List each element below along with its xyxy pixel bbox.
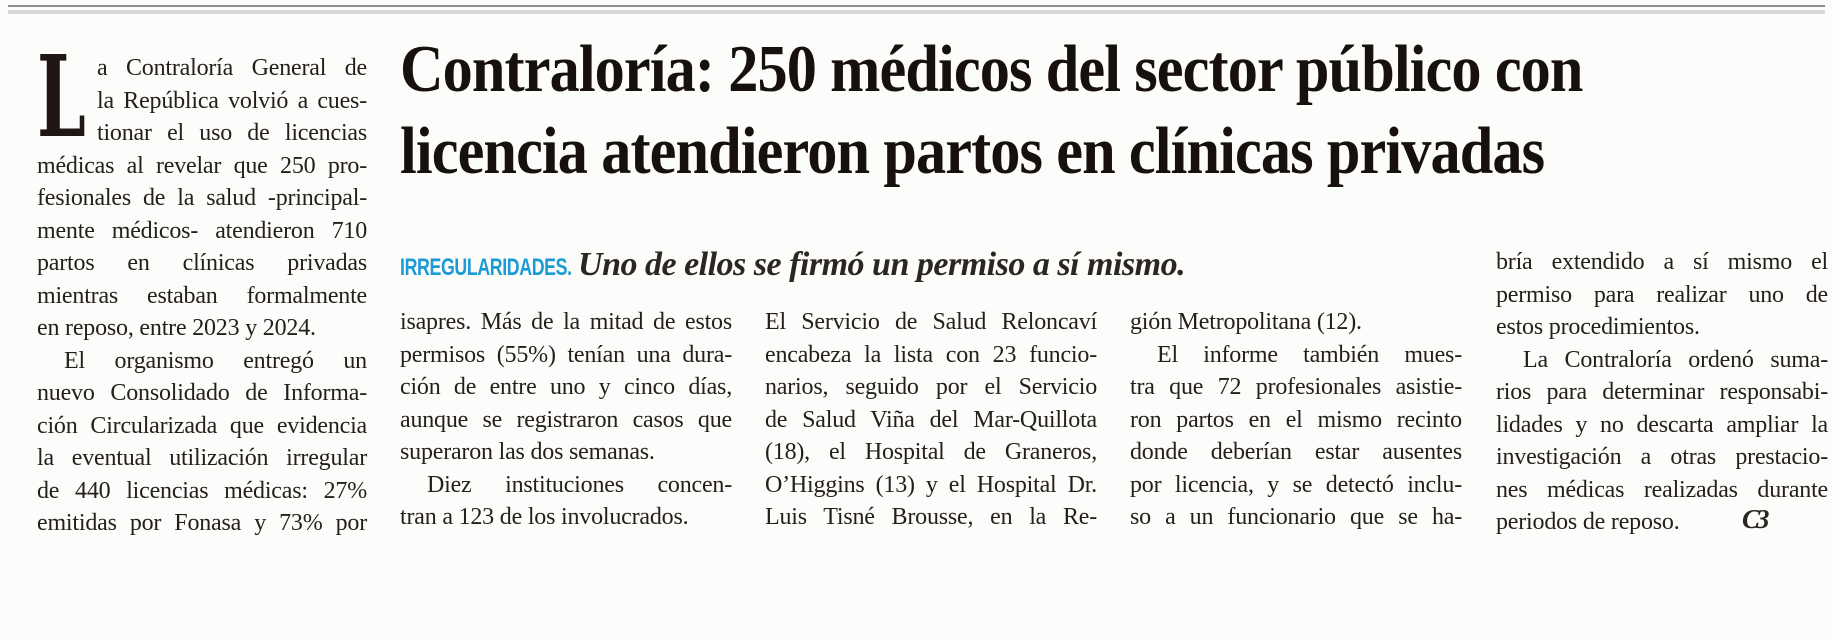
body-line: nuevo Consolidado de Informa-	[37, 380, 367, 406]
body-line: investigación a otras prestacio-	[1496, 444, 1828, 470]
body-line: ción Circularizada que evidencia	[37, 412, 367, 439]
body-line: bría extendido a sí mismo el	[1496, 249, 1828, 275]
body-line: so a un funcionario que se ha-	[1130, 504, 1462, 530]
body-line: mientras estaban formalmente	[37, 282, 367, 309]
body-line: periodos de reposo.	[1496, 509, 1680, 535]
top-rule	[8, 5, 1825, 10]
body-line: a Contraloría General de	[97, 55, 367, 81]
body-line: O’Higgins (13) y el Hospital Dr.	[765, 471, 1097, 498]
body-line: tionar el uso de licencias	[97, 120, 367, 146]
body-line: permisos (55%) tenían una dura-	[400, 341, 732, 368]
body-line: Diez instituciones concen-	[427, 471, 732, 498]
body-line: El Servicio de Salud Reloncaví	[765, 309, 1097, 335]
end-of-article-mark: C3	[1742, 504, 1769, 534]
body-line: (18), el Hospital de Graneros,	[765, 439, 1097, 465]
body-line: por licencia, y se detectó inclu-	[1130, 471, 1462, 498]
body-line: El organismo entregó un	[64, 347, 367, 374]
body-column-4: bría extendido a sí mismo el permiso para…	[1496, 246, 1828, 539]
body-line: fesionales de la salud -principal-	[37, 185, 367, 211]
kicker-label: IRREGULARIDADES.	[400, 254, 572, 281]
body-line: ción de entre uno y cinco días,	[400, 374, 732, 400]
body-line: ron partos en el mismo recinto	[1130, 406, 1462, 433]
body-line: en reposo, entre 2023 y 2024.	[37, 315, 316, 341]
body-line: gión Metropolitana (12).	[1130, 309, 1362, 335]
headline: Contraloría: 250 médicos del sector públ…	[400, 28, 1687, 192]
body-line: estos procedimientos.	[1496, 314, 1700, 340]
body-line: la República volvió a cues-	[97, 87, 367, 114]
body-line: tra que 72 profesionales asistie-	[1130, 374, 1462, 400]
body-line: de 440 licencias médicas: 27%	[37, 477, 367, 504]
body-column-1: isapres. Más de la mitad de estos permiso…	[400, 306, 732, 534]
body-line: superaron las dos semanas.	[400, 439, 655, 465]
body-line: tran a 123 de los involucrados.	[400, 504, 689, 530]
body-line: narios, seguido por el Servicio	[765, 374, 1097, 400]
drop-cap: L	[37, 32, 86, 163]
body-line: Luis Tisné Brousse, en la Re-	[765, 504, 1097, 530]
body-line: isapres. Más de la mitad de estos	[400, 309, 732, 335]
body-line: donde deberían estar ausentes	[1130, 439, 1462, 465]
body-line: aunque se registraron casos que	[400, 406, 732, 433]
body-column-2: El Servicio de Salud Reloncaví encabeza l…	[765, 306, 1097, 534]
body-line: emitidas por Fonasa y 73% por	[37, 510, 367, 536]
headline-line-1: Contraloría: 250 médicos del sector públ…	[400, 32, 1583, 106]
body-line: El informe también mues-	[1157, 341, 1462, 368]
body-line: de Salud Viña del Mar-Quillota	[765, 406, 1097, 433]
body-line: la eventual utilización irregular	[37, 445, 367, 471]
body-line: encabeza la lista con 23 funcio-	[765, 341, 1097, 368]
kicker: IRREGULARIDADES. Uno de ellos se firmó u…	[400, 246, 1500, 284]
body-line: permiso para realizar uno de	[1496, 281, 1828, 308]
body-column-3: gión Metropolitana (12). El informe tambi…	[1130, 306, 1462, 534]
body-line: La Contraloría ordenó suma-	[1523, 346, 1828, 373]
body-line: rios para determinar responsabi-	[1496, 379, 1828, 405]
body-line: partos en clínicas privadas	[37, 250, 367, 276]
headline-line-2: licencia atendieron partos en clínicas p…	[400, 114, 1545, 188]
body-line: lidades y no descarta ampliar la	[1496, 411, 1828, 438]
body-line: médicas al revelar que 250 pro-	[37, 152, 367, 179]
body-line: nes médicas realizadas durante	[1496, 476, 1828, 503]
kicker-deck: Uno de ellos se firmó un permiso a sí mi…	[578, 246, 1186, 283]
body-line: mente médicos- atendieron 710	[37, 217, 367, 244]
intro-column: L a Contraloría General de la República v…	[37, 32, 367, 540]
